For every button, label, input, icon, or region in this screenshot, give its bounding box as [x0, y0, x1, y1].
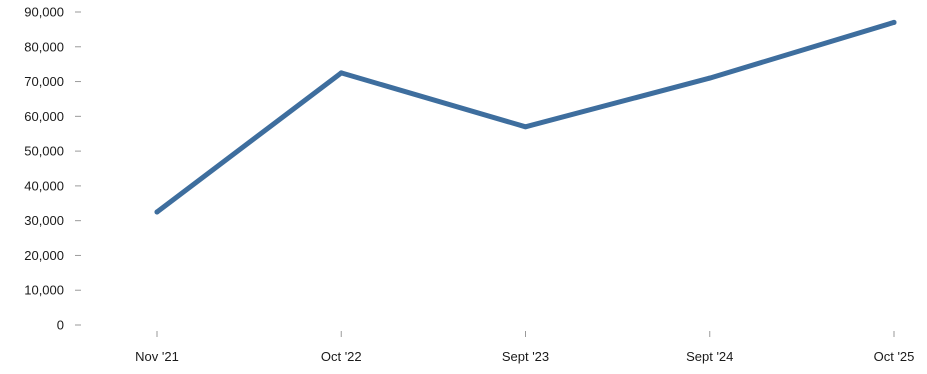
y-tick-label: 0: [57, 318, 64, 333]
series-line-0: [154, 19, 897, 215]
data-point: [338, 70, 344, 76]
data-point: [154, 209, 160, 215]
data-point: [707, 75, 713, 81]
y-tick-label: 70,000: [24, 74, 64, 89]
y-tick-label: 50,000: [24, 144, 64, 159]
x-tick-label: Sept '24: [686, 349, 733, 364]
y-tick-label: 80,000: [24, 39, 64, 54]
series-layer: [154, 19, 897, 215]
y-tick-label: 60,000: [24, 109, 64, 124]
x-tick-label: Oct '25: [874, 349, 915, 364]
x-tick-label: Nov '21: [135, 349, 179, 364]
y-axis: 0 10,000 20,000 30,000 40,000 50,000 60,000 70,…: [24, 5, 81, 333]
y-tick-label: 20,000: [24, 248, 64, 263]
y-tick-label: 10,000: [24, 283, 64, 298]
x-tick-label: Oct '22: [321, 349, 362, 364]
y-tick-label: 40,000: [24, 178, 64, 193]
x-axis: Nov '21 Oct '22 Sept '23 Sept '24 Oct '25: [135, 331, 914, 364]
y-tick-label: 90,000: [24, 5, 64, 20]
data-point: [523, 124, 528, 130]
x-tick-label: Sept '23: [502, 349, 549, 364]
data-point: [891, 19, 897, 25]
y-tick-label: 30,000: [24, 213, 64, 228]
